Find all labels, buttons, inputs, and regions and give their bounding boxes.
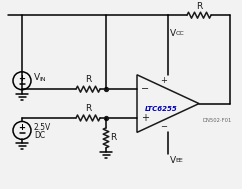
Text: EE: EE — [175, 158, 183, 163]
Text: −: − — [141, 84, 149, 94]
Text: +: + — [160, 76, 167, 85]
Text: +: + — [18, 74, 25, 83]
Text: −: − — [160, 122, 167, 131]
Text: DN502·F01: DN502·F01 — [203, 119, 232, 123]
Text: V: V — [34, 73, 40, 82]
Text: 2.5V: 2.5V — [34, 123, 51, 132]
Text: LTC6255: LTC6255 — [145, 106, 178, 112]
Text: V: V — [170, 156, 176, 165]
Text: +: + — [18, 123, 25, 132]
Text: DC: DC — [34, 131, 45, 140]
Text: R: R — [85, 75, 91, 84]
Text: R: R — [110, 133, 116, 142]
Text: CC: CC — [175, 31, 184, 36]
Text: IN: IN — [39, 77, 46, 82]
Text: R: R — [85, 104, 91, 113]
Text: V: V — [170, 29, 176, 38]
Text: +: + — [141, 113, 149, 123]
Text: R: R — [196, 2, 202, 11]
